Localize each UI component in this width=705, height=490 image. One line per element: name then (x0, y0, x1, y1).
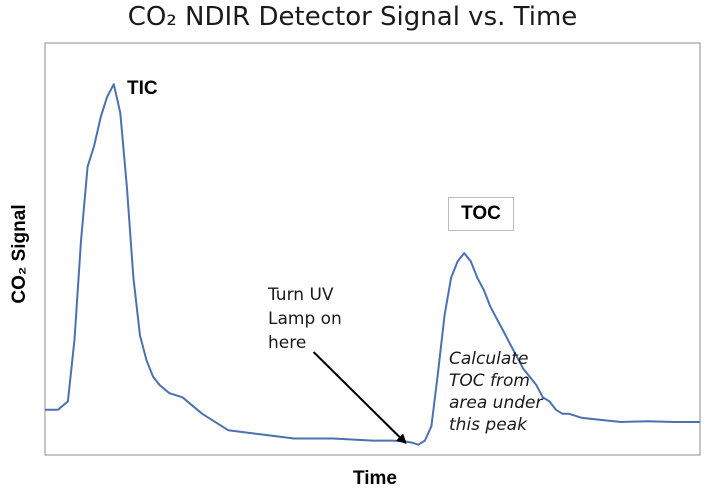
toc-peak-label: TOC (448, 197, 514, 231)
uv-note-line-0: Turn UV (268, 285, 334, 305)
calc-note-line-3: this peak (449, 415, 527, 435)
series-layer (45, 83, 700, 446)
x-axis-label: Time (352, 468, 398, 489)
uv-note-line-1: Lamp on (268, 309, 342, 329)
calc-note-line-0: Calculate (449, 349, 529, 369)
chart-title: CO₂ NDIR Detector Signal vs. Time (127, 2, 578, 32)
series-line-0 (45, 83, 700, 446)
plot-frame (44, 42, 701, 456)
uv-lamp-arrow (312, 351, 407, 445)
uv-lamp-note: Turn UV Lamp on here (268, 283, 378, 355)
calculate-toc-note: Calculate TOC from area under this peak (449, 348, 579, 436)
uv-note-line-2: here (268, 333, 307, 353)
calc-note-line-2: area under (449, 393, 543, 413)
calc-note-line-1: TOC from (449, 371, 530, 391)
tic-peak-label: TIC (127, 78, 158, 99)
